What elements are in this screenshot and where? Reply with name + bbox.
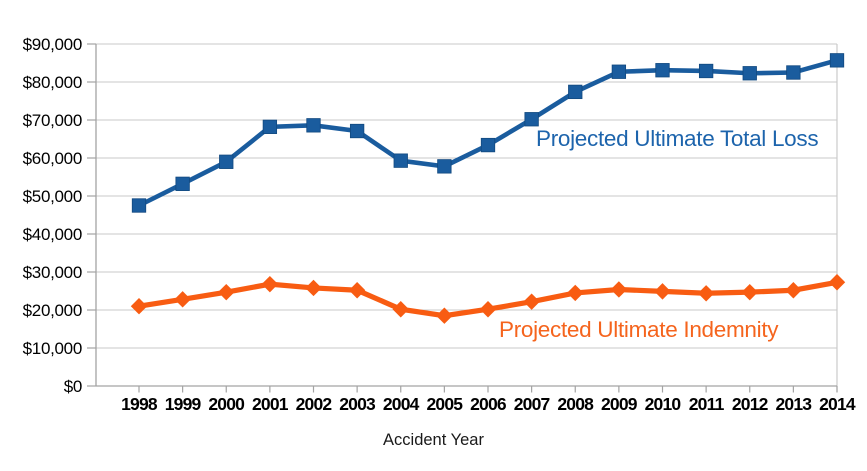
x-axis-tick-label: 2007 [514, 394, 550, 414]
x-axis-tick-label: 2010 [645, 394, 682, 414]
marker-total-loss-2004 [393, 153, 408, 168]
marker-total-loss-2000 [219, 154, 234, 169]
marker-indemnity-2002 [305, 279, 322, 297]
y-axis-tick-label: $70,000 [23, 111, 82, 130]
y-axis-tick-label: $90,000 [23, 35, 82, 54]
marker-indemnity-2003 [348, 282, 366, 299]
y-axis-tick-label: $30,000 [23, 263, 82, 282]
y-axis-tick-label: $10,000 [23, 339, 82, 358]
marker-indemnity-2000 [218, 283, 235, 301]
x-axis-title: Accident Year [383, 431, 484, 449]
y-axis-tick-label: $40,000 [23, 225, 82, 244]
marker-indemnity-2001 [261, 275, 279, 293]
y-axis-tick-label: $50,000 [23, 187, 82, 206]
marker-indemnity-2007 [523, 293, 540, 310]
series-label-total-loss: Projected Ultimate Total Loss [536, 126, 819, 151]
marker-indemnity-1999 [174, 291, 191, 308]
marker-total-loss-2012 [742, 66, 757, 81]
marker-indemnity-2010 [654, 283, 671, 300]
marker-indemnity-2005 [436, 307, 453, 324]
marker-total-loss-2005 [437, 159, 452, 174]
marker-total-loss-2001 [262, 119, 278, 134]
x-axis-tick-label: 2014 [819, 394, 856, 414]
y-axis-tick-label: $0 [64, 377, 82, 396]
x-axis-tick-label: 2002 [296, 394, 333, 414]
marker-indemnity-1998 [130, 298, 148, 315]
marker-total-loss-2007 [524, 112, 539, 127]
x-axis-tick-label: 2012 [732, 394, 769, 414]
x-axis-tick-label: 2008 [557, 394, 594, 414]
x-axis-tick-label: 2004 [383, 394, 420, 414]
marker-total-loss-2006 [480, 137, 496, 153]
marker-total-loss-2002 [306, 118, 321, 133]
marker-total-loss-2003 [349, 123, 365, 139]
x-axis-tick-label: 1999 [165, 394, 202, 414]
marker-indemnity-2004 [392, 301, 409, 318]
x-axis-tick-label: 2001 [252, 394, 289, 414]
marker-total-loss-2010 [655, 63, 670, 78]
x-axis-tick-label: 2009 [601, 394, 638, 414]
x-axis-tick-label: 1998 [121, 394, 158, 414]
marker-indemnity-2012 [741, 283, 758, 301]
marker-total-loss-2009 [611, 64, 627, 79]
x-axis-tick-label: 2013 [776, 394, 813, 414]
x-axis-tick-label: 2005 [427, 394, 464, 414]
marker-total-loss-2013 [786, 65, 801, 80]
marker-indemnity-2013 [785, 282, 802, 299]
marker-total-loss-2014 [829, 53, 845, 68]
marker-indemnity-2008 [567, 284, 584, 302]
y-axis-tick-label: $60,000 [23, 149, 82, 168]
marker-total-loss-1998 [131, 198, 147, 213]
x-axis-tick-label: 2011 [689, 394, 725, 414]
x-axis-tick-label: 2000 [208, 394, 245, 414]
marker-total-loss-1999 [175, 176, 190, 191]
y-axis-tick-label: $20,000 [23, 301, 82, 320]
y-axis-tick-label: $80,000 [23, 73, 82, 92]
series-label-indemnity: Projected Ultimate Indemnity [499, 317, 779, 342]
marker-indemnity-2014 [828, 274, 846, 291]
x-axis-tick-label: 2006 [470, 394, 507, 414]
x-axis-tick-label: 2003 [339, 394, 376, 414]
marker-indemnity-2011 [697, 285, 715, 302]
marker-indemnity-2006 [479, 301, 497, 318]
marker-total-loss-2011 [698, 63, 714, 79]
marker-total-loss-2008 [568, 84, 583, 100]
marker-indemnity-2009 [610, 281, 628, 298]
